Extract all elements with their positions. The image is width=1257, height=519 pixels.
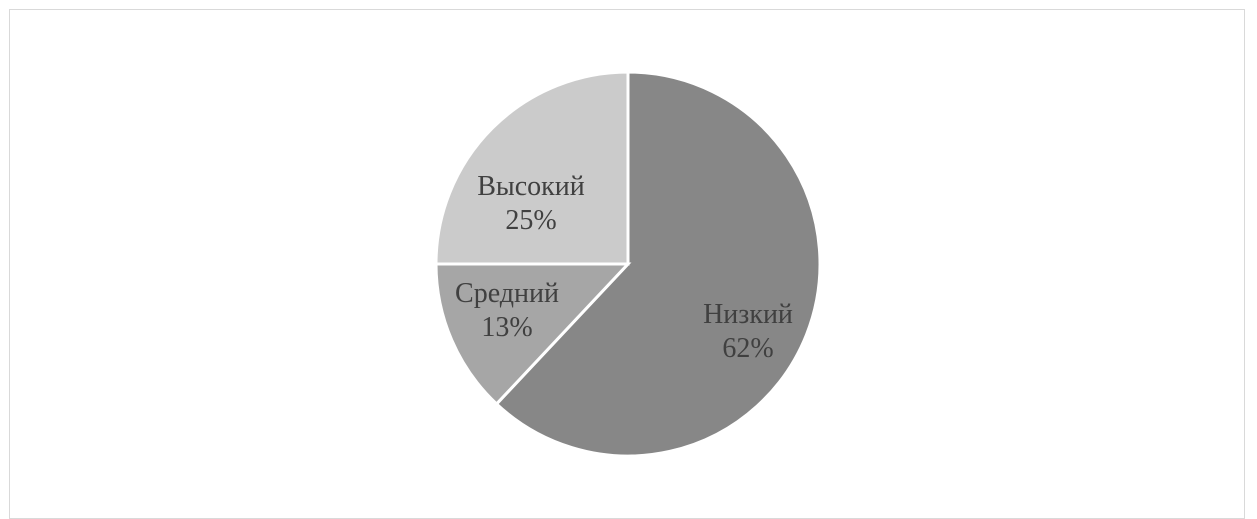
slice-value-label: 13% — [481, 312, 532, 343]
pie-slice-1 — [494, 70, 822, 458]
pie-labels: Низкий 62% Средний 13% Высокий 25% — [455, 171, 793, 364]
slice-category-label: Высокий — [477, 171, 585, 202]
slice-label-3: Высокий 25% — [477, 171, 585, 236]
pie-slice-3 — [434, 70, 630, 266]
pie-slices — [434, 70, 822, 458]
slice-label-2: Средний 13% — [455, 278, 559, 343]
slice-value-label: 62% — [722, 333, 773, 364]
slice-category-label: Средний — [455, 278, 559, 309]
pie-slice-2 — [434, 262, 632, 407]
slice-value-label: 25% — [505, 205, 556, 236]
slice-label-1: Низкий 62% — [703, 299, 793, 364]
slice-category-label: Низкий — [703, 299, 793, 330]
